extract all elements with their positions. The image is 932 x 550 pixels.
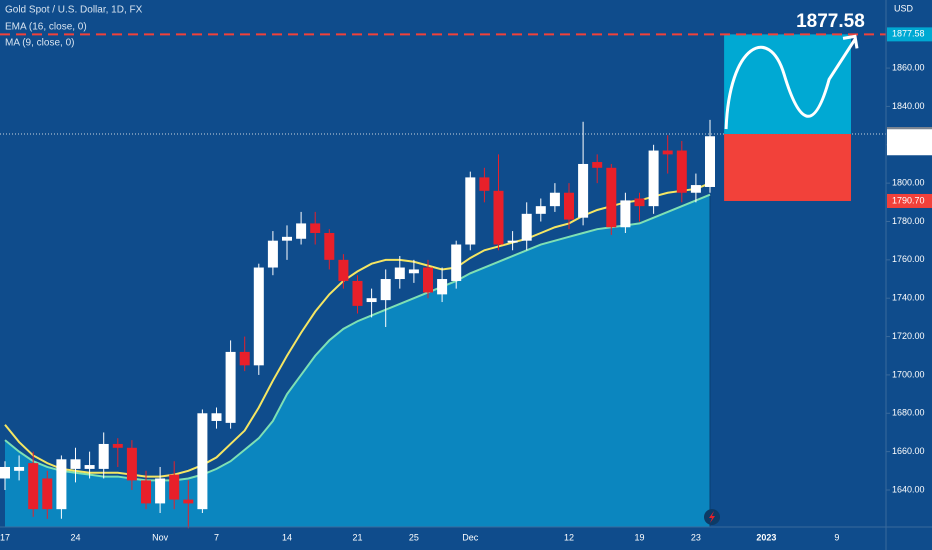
legend-entry: MA (9, close, 0) xyxy=(5,38,74,49)
candle-body xyxy=(42,478,53,510)
candle-body xyxy=(183,499,194,504)
y-tick-label: 1840.00 xyxy=(892,101,925,111)
candle-body xyxy=(282,236,292,241)
indicator-line xyxy=(4,182,711,478)
x-tick-label: 21 xyxy=(352,532,362,542)
candle-body xyxy=(84,465,95,469)
candle-body xyxy=(239,351,250,366)
candle-body xyxy=(564,192,574,220)
x-tick-label: 14 xyxy=(282,532,292,542)
candle-body xyxy=(606,167,617,228)
candle-body xyxy=(408,269,419,274)
candle-body xyxy=(690,185,701,193)
candle-body xyxy=(324,233,335,260)
price-label: 1790.70 xyxy=(892,195,925,205)
candle-body xyxy=(225,351,236,423)
y-tick-label: 1700.00 xyxy=(892,369,925,379)
x-tick-label: 24 xyxy=(70,532,80,542)
candle-body xyxy=(465,177,476,245)
candle-body xyxy=(155,478,166,504)
candle-body xyxy=(578,163,589,218)
candle-body xyxy=(28,463,39,510)
x-tick-label: 23 xyxy=(691,532,701,542)
currency-label: USD xyxy=(894,3,914,13)
ma-area xyxy=(5,194,710,528)
x-tick-label: 25 xyxy=(409,532,419,542)
candle-body xyxy=(549,192,560,207)
y-tick-label: 1680.00 xyxy=(892,408,925,418)
price-label: 1824.45 xyxy=(892,131,925,141)
price-label-bg xyxy=(887,129,932,156)
candle-body xyxy=(126,447,137,481)
candle-body xyxy=(451,244,462,281)
candle-body xyxy=(296,223,307,239)
candle-body xyxy=(676,150,687,193)
candle-body xyxy=(197,413,208,510)
candle-body xyxy=(366,298,377,303)
y-tick-label: 1780.00 xyxy=(892,216,925,226)
x-tick-label: 19 xyxy=(634,532,644,542)
candle-body xyxy=(423,267,433,293)
candle-body xyxy=(211,413,222,421)
y-tick-label: 1760.00 xyxy=(892,254,925,264)
candle-body xyxy=(98,443,109,469)
candle-body xyxy=(253,267,264,366)
arrow-head xyxy=(842,34,859,49)
candle-body xyxy=(56,459,67,510)
candle-body xyxy=(394,267,405,280)
candle-body xyxy=(705,136,715,187)
indicator-line xyxy=(4,193,711,482)
candle-body xyxy=(662,150,673,155)
candle-body xyxy=(493,190,504,245)
plot-area xyxy=(0,33,886,529)
candle-body xyxy=(592,162,603,168)
price-label-bg xyxy=(887,27,932,42)
candle-body xyxy=(112,443,123,448)
candle-body xyxy=(521,213,532,241)
candle-body xyxy=(634,198,645,207)
candle-body xyxy=(535,206,546,214)
price-label-bg xyxy=(887,193,932,208)
candle-body xyxy=(479,177,490,191)
legend-entry: EMA (16, close, 0) xyxy=(5,22,87,33)
candle-body xyxy=(169,474,180,500)
candle-body xyxy=(141,480,151,504)
forecast-arrow xyxy=(724,38,857,130)
candle-body xyxy=(352,280,363,306)
candle-body xyxy=(437,279,448,295)
chart-title: Gold Spot / U.S. Dollar, 1D, FX xyxy=(5,5,143,16)
lightning-icon xyxy=(704,509,720,525)
x-tick-label: 7 xyxy=(214,532,219,542)
loss-zone xyxy=(724,134,851,201)
y-tick-label: 1860.00 xyxy=(892,62,925,72)
candle-body xyxy=(310,223,321,234)
y-tick-label: 1660.00 xyxy=(892,446,925,456)
price-label: 1877.58 xyxy=(892,29,925,39)
candle-body xyxy=(380,279,391,301)
candle-body xyxy=(267,240,278,268)
x-tick-label: Nov xyxy=(152,532,169,542)
x-tick-label: 9 xyxy=(834,532,839,542)
target-annotation: 1877.58 xyxy=(796,11,865,32)
y-tick-label: 1640.00 xyxy=(892,484,925,494)
countdown-label: 05:49:11 xyxy=(892,143,926,153)
x-tick-label: 2023 xyxy=(756,532,776,542)
x-tick-label: Dec xyxy=(462,532,479,542)
y-tick-label: 1720.00 xyxy=(892,331,925,341)
y-tick-label: 1740.00 xyxy=(892,293,925,303)
candle-body xyxy=(620,200,631,228)
x-tick-label: 12 xyxy=(564,532,574,542)
candle-body xyxy=(507,240,518,243)
candle-body xyxy=(14,466,25,471)
candle-body xyxy=(0,466,10,479)
candle-body xyxy=(338,259,349,281)
candle-body xyxy=(70,459,81,469)
x-tick-label: 17 xyxy=(0,532,10,542)
candle-body xyxy=(648,150,659,207)
y-tick-label: 1800.00 xyxy=(892,178,925,188)
